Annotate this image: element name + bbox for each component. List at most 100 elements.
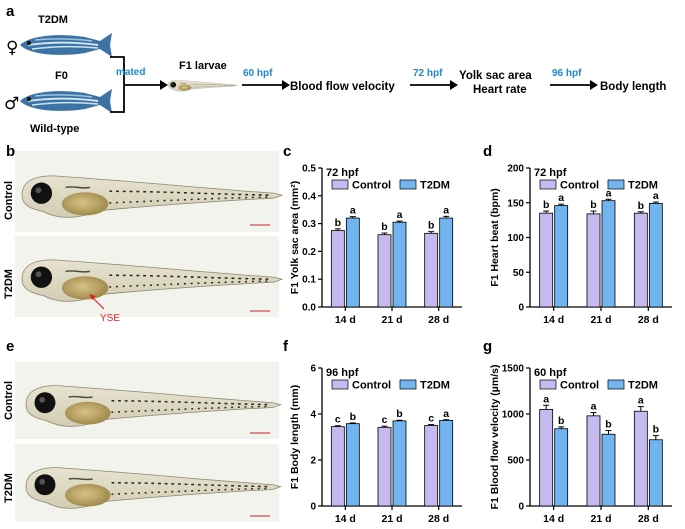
mated-arrowhead	[160, 80, 168, 90]
chart-c: 0.0 0.1 0.2 0.3 0.4 0.5F1 Yolk sac area (mm²)…	[289, 164, 462, 326]
bar-t2dm	[648, 203, 663, 308]
female-zebrafish-image	[19, 32, 113, 58]
significance-letter: a	[543, 393, 549, 405]
legend-label-control: Control	[352, 180, 391, 192]
significance-letter: a	[591, 401, 597, 413]
bar-control	[633, 212, 648, 308]
bar-control	[377, 426, 392, 507]
significance-letter: a	[443, 408, 449, 420]
significance-letter: b	[638, 200, 644, 212]
significance-letter: a	[638, 395, 644, 407]
control-row-label: Control	[3, 181, 15, 220]
chart-title: 72 hpf	[534, 167, 567, 179]
y-tick-label: 0.3	[302, 219, 316, 230]
bar-t2dm	[439, 217, 454, 308]
significance-letter: b	[396, 408, 402, 420]
legend-swatch-t2dm	[399, 379, 417, 390]
bar-control	[539, 212, 554, 308]
f1-larva-image	[167, 79, 238, 92]
panel-d-label: d	[483, 143, 492, 160]
male-zebrafish-image	[19, 88, 113, 114]
bar-t2dm	[601, 200, 616, 308]
y-tick-label: 1500	[502, 364, 525, 375]
significance-letter: a	[350, 205, 356, 217]
chart-d: 0 50 100 150 200 F1 Heart beat (bpm) 72 hpfCon…	[489, 164, 672, 326]
significance-letter: a	[397, 209, 403, 221]
x-tick-label: 21 d	[381, 314, 402, 326]
bar-control	[633, 410, 648, 507]
y-tick-label: 6	[310, 364, 316, 375]
y-tick-label: 0.1	[302, 275, 316, 286]
panel-b: b Control T2DM YSE	[3, 143, 283, 324]
x-tick-label: 28 d	[428, 314, 449, 326]
legend-label-control: Control	[560, 180, 599, 192]
bar-t2dm	[392, 420, 407, 507]
significance-letter: b	[558, 415, 564, 427]
mated-label: mated	[116, 67, 145, 78]
t2dm-row-label: T2DM	[3, 269, 15, 299]
panel-a: a T2DM ♀ F0 ♂ Wild-type mated F1 larvae …	[4, 3, 666, 135]
y-axis-title: F1 Body length (mm)	[289, 385, 301, 489]
y-tick-label: 2	[310, 456, 316, 467]
male-symbol: ♂	[4, 94, 19, 114]
x-tick-label: 28 d	[638, 314, 659, 326]
legend-label-t2dm: T2DM	[420, 380, 450, 392]
legend-swatch-t2dm	[607, 179, 625, 190]
bar-t2dm	[392, 221, 407, 308]
significance-letter: b	[543, 199, 549, 211]
legend-swatch-control	[539, 379, 557, 390]
bar-t2dm	[345, 217, 360, 308]
panel-g-label: g	[483, 338, 492, 355]
chart-title: 60 hpf	[534, 367, 567, 379]
x-tick-label: 14 d	[335, 314, 356, 326]
arrow-72hpf-label: 72 hpf	[413, 68, 443, 79]
charts: 0.0 0.1 0.2 0.3 0.4 0.5F1 Yolk sac area (mm²)…	[289, 164, 672, 525]
y-tick-label: 150	[507, 198, 524, 209]
legend-label-control: Control	[560, 380, 599, 392]
significance-letter: c	[428, 413, 434, 425]
panel-b-label: b	[6, 143, 15, 160]
control-row-label-e: Control	[3, 381, 15, 420]
y-tick-label: 100	[507, 233, 524, 244]
y-axis-title: F1 Blood flow velocity (µm/s)	[489, 365, 501, 510]
significance-letter: a	[653, 190, 659, 202]
bar-t2dm	[345, 423, 360, 507]
y-tick-label: 0.2	[302, 247, 316, 258]
mating-bracket	[110, 56, 125, 113]
chart-title: 96 hpf	[326, 367, 359, 379]
arrow-60hpf-label: 60 hpf	[243, 68, 273, 79]
step-blood-flow: Blood flow velocity	[290, 81, 395, 93]
bar-control	[586, 213, 601, 308]
female-symbol: ♀	[6, 38, 18, 58]
legend-swatch-t2dm	[607, 379, 625, 390]
male-label: Wild-type	[30, 123, 79, 135]
bar-control	[586, 415, 601, 507]
bar-t2dm	[601, 433, 616, 507]
legend-swatch-control	[331, 179, 349, 190]
significance-letter: b	[381, 221, 387, 233]
legend-label-t2dm: T2DM	[420, 180, 450, 192]
bar-control	[330, 426, 345, 507]
x-tick-label: 21 d	[590, 314, 611, 326]
legend-swatch-control	[539, 179, 557, 190]
y-tick-label: 1000	[502, 410, 525, 421]
bar-t2dm	[439, 420, 454, 507]
bar-control	[377, 234, 392, 308]
bar-t2dm	[648, 439, 663, 507]
x-tick-label: 28 d	[638, 513, 659, 525]
x-tick-label: 14 d	[543, 314, 564, 326]
legend-label-t2dm: T2DM	[628, 180, 658, 192]
y-tick-label: 500	[507, 456, 524, 467]
step-heart-rate: Heart rate	[473, 84, 527, 96]
y-axis-title: F1 Heart beat (bpm)	[489, 188, 501, 287]
y-tick-label: 0	[310, 502, 316, 513]
x-tick-label: 28 d	[428, 513, 449, 525]
step-yolk-sac: Yolk sac area	[459, 70, 532, 82]
y-tick-label: 0.4	[302, 191, 316, 202]
significance-letter: a	[443, 204, 449, 216]
y-tick-label: 0.5	[302, 164, 316, 175]
panel-e-label: e	[6, 338, 14, 355]
